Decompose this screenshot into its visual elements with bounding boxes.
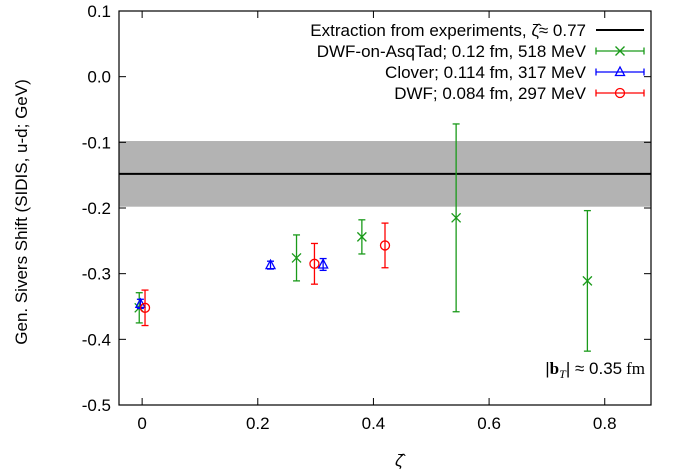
legend-entry: DWF-on-AsqTad; 0.12 fm, 518 MeV	[317, 42, 645, 61]
marker-shape	[614, 65, 626, 77]
marker-triangle	[264, 258, 277, 270]
x-tick-label: 0.8	[593, 414, 617, 433]
marker-triangle	[317, 258, 329, 269]
legend-marker-circle	[614, 87, 626, 99]
legend-entry: DWF; 0.084 fm, 297 MeV	[394, 84, 645, 103]
data-point-circle	[379, 222, 391, 269]
axis-ticks: 0.1 0.0 -0.1 -0.2 -0.3 -0.4 -0.5 0 0.2 0.4 0.6 0.8	[82, 2, 651, 433]
y-tick-label: -0.2	[82, 199, 111, 218]
bt-annotation: |bT| ≈ 0.35 fm	[545, 359, 645, 381]
marker-shape	[139, 302, 151, 313]
data-point-x	[356, 219, 367, 255]
y-tick-label: -0.3	[82, 265, 111, 284]
marker-stroke	[582, 275, 593, 286]
marker-stroke	[356, 231, 367, 242]
y-tick-label: 0.0	[87, 68, 111, 87]
legend-marker-triangle	[614, 65, 626, 77]
marker-stroke	[615, 46, 625, 56]
x-tick-label: 0.6	[477, 414, 501, 433]
data-point-x	[451, 123, 462, 313]
plot-frame	[118, 10, 652, 406]
legend-marker-x	[615, 46, 625, 56]
y-tick-label: -0.5	[82, 396, 111, 415]
x-tick-label: 0.2	[246, 414, 270, 433]
legend-entry: Extraction from experiments, ζ̂≈ 0.77	[310, 21, 644, 40]
data-point-circle	[309, 242, 320, 285]
marker-shape	[264, 258, 277, 270]
legend-label: Clover; 0.114 fm, 317 MeV	[385, 63, 587, 82]
marker-shape	[614, 87, 626, 99]
marker-x	[582, 275, 593, 286]
legend-label: DWF; 0.084 fm, 297 MeV	[394, 84, 586, 103]
data-point-x	[291, 234, 302, 282]
y-tick-label: 0.1	[87, 2, 111, 21]
marker-x	[356, 231, 367, 242]
data-point-x	[582, 209, 593, 352]
marker-circle	[139, 302, 151, 313]
marker-circle	[379, 240, 391, 251]
marker-circle	[309, 258, 320, 269]
marker-x	[291, 252, 302, 263]
x-axis-title: ζ̂	[395, 451, 406, 470]
legend-label: Extraction from experiments, ζ̂≈ 0.77	[310, 21, 586, 40]
y-tick-label: -0.4	[82, 330, 111, 349]
x-tick-label: 0.4	[362, 414, 386, 433]
legend-entry: Clover; 0.114 fm, 317 MeV	[385, 63, 645, 82]
legend-label: DWF-on-AsqTad; 0.12 fm, 518 MeV	[317, 42, 587, 61]
x-tick-label: 0	[137, 414, 146, 433]
marker-stroke	[451, 212, 462, 223]
marker-shape	[317, 258, 329, 269]
y-tick-label: -0.1	[82, 133, 111, 152]
marker-shape	[379, 240, 391, 251]
data-point-circle	[139, 289, 151, 327]
marker-stroke	[291, 252, 302, 263]
data-point-triangle	[264, 258, 277, 270]
y-axis-title: Gen. Sivers Shift (SIDIS, u-d; GeV)	[12, 79, 31, 344]
data-points	[134, 123, 593, 352]
marker-x	[451, 212, 462, 223]
data-point-triangle	[317, 257, 329, 272]
marker-shape	[309, 258, 320, 269]
legend: Extraction from experiments, ζ̂≈ 0.77 DWF…	[310, 21, 645, 103]
